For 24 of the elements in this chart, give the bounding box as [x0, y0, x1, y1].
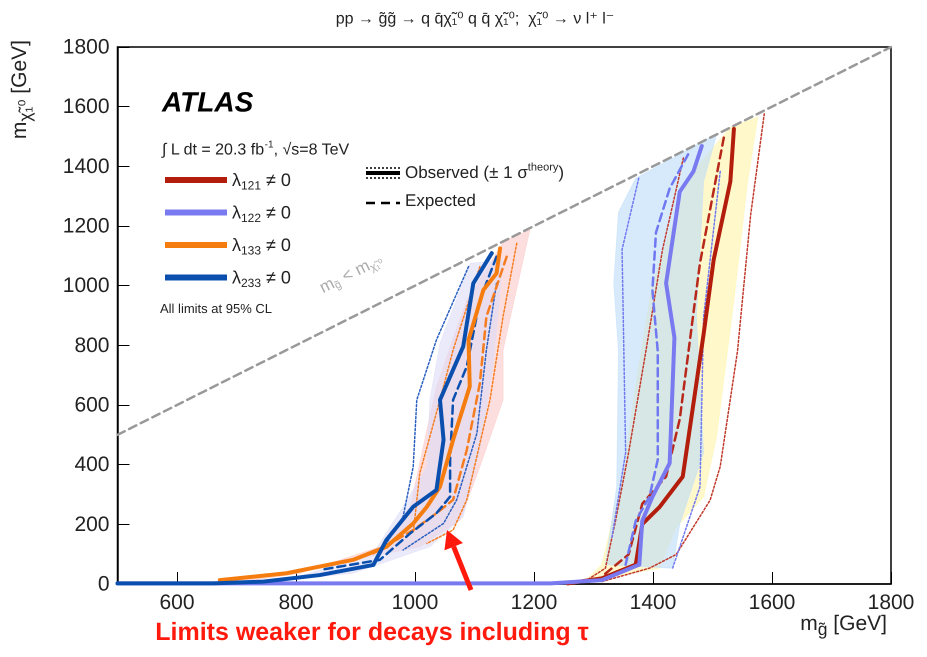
y-tick-label: 1800 — [62, 36, 110, 58]
x-axis-title: m$_{g̃}$ [GeV] — [800, 612, 887, 640]
x-tick-label: 1000 — [392, 591, 438, 614]
y-tick-label: 800 — [74, 334, 110, 357]
y-tick-label: 0 — [98, 572, 110, 596]
x-tick-label: 1800 — [868, 591, 914, 614]
y-tick-label: 1000 — [62, 274, 110, 298]
annotation: All limits at 95% CL — [160, 301, 272, 316]
annotation: ATLAS — [161, 86, 254, 118]
x-tick-label: 1200 — [510, 591, 558, 614]
text: Limits weaker for decays including τ — [155, 618, 589, 646]
y-tick-label: 1200 — [62, 214, 110, 238]
x-tick-label: 600 — [159, 591, 195, 614]
chart-title: pp → g̃g̃ → q q̄χ̃₁⁰ q q̄ χ̃₁⁰; χ̃₁⁰ → ν l⁺ l⁻ — [336, 10, 614, 28]
y-tick-label: 1400 — [62, 154, 110, 178]
annotation: mg̃ < mχ̃₁⁰ — [316, 256, 387, 297]
y-tick-label: 1600 — [62, 95, 110, 118]
y-tick-label: 600 — [74, 394, 110, 416]
x-tick-label: 1600 — [748, 591, 796, 614]
y-tick-label: 200 — [74, 512, 110, 536]
x-tick-label: 800 — [278, 591, 314, 614]
y-tick-label: 400 — [74, 453, 110, 476]
x-tick-label: 1400 — [630, 591, 676, 614]
annotation: Expected — [405, 191, 476, 210]
